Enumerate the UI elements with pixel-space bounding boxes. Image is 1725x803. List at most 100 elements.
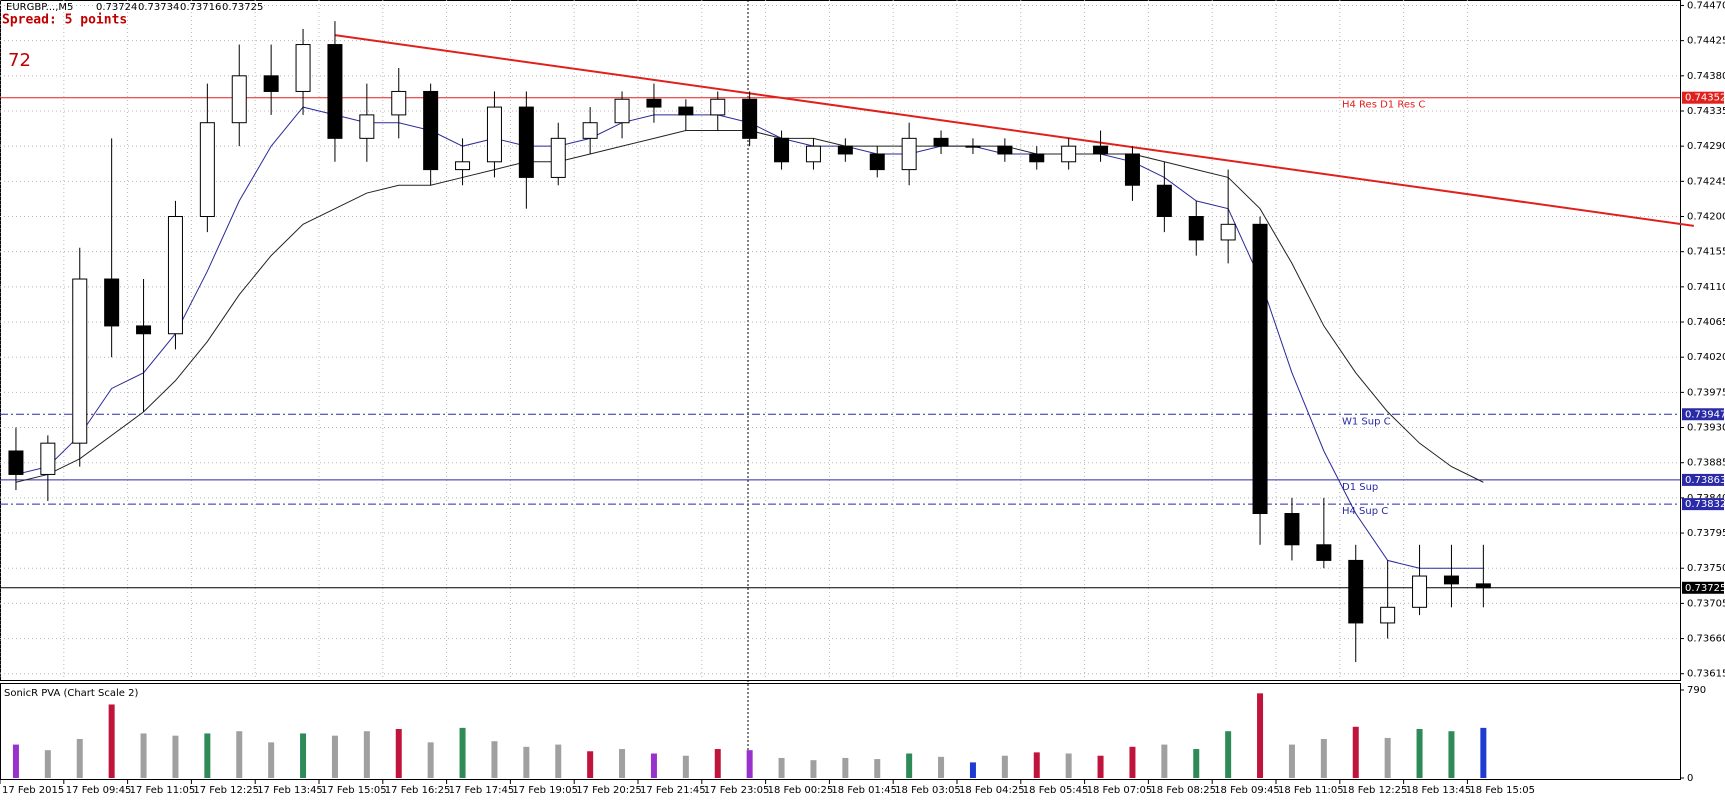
candle-body [455,161,471,171]
volume-bar [969,762,976,778]
x-tick-label: 18 Feb 05:45 [1023,785,1089,796]
x-tick-label: 18 Feb 13:45 [1406,785,1472,796]
x-tick-label: 17 Feb 19:05 [512,785,578,796]
candle-body [1188,216,1204,241]
candle-body [136,325,152,335]
volume-bar [842,757,849,778]
candle-body [1380,606,1396,624]
volume-bar [778,757,785,778]
candle-body [614,98,630,124]
volume-bar [1448,731,1455,778]
x-tick-label: 17 Feb 17:45 [449,785,515,796]
volume-bar [810,760,817,778]
candle-body [837,145,853,155]
volume-bar [1225,731,1232,778]
y-tick-label: 0.74335 [1687,106,1725,117]
y-tick-label: 0.73750 [1687,563,1725,574]
volume-bar [395,728,402,778]
y-tick-label: 0.74200 [1687,212,1725,223]
level-tag-label: 0.73832 [1685,499,1725,510]
level-tag [1682,473,1724,486]
y-tick-label: 0.74290 [1687,141,1725,152]
volume-bar [1097,755,1104,778]
candle-body [1252,223,1268,515]
volume-bar [140,733,147,778]
candle-body [1443,575,1459,585]
candle-body [933,137,949,147]
volume-bar [587,751,594,778]
candle-body [646,98,662,108]
volume-bar [76,739,83,778]
volume-bar [108,704,115,778]
level-tag [1682,498,1724,511]
y-tick-label: 0.74155 [1687,247,1725,258]
volume-bar [1193,749,1200,778]
y-tick-label: 0.74245 [1687,176,1725,187]
candle-body [1061,145,1077,163]
volume-bar [491,741,498,778]
candle-body [869,153,885,171]
quote: 0.73725 [222,2,263,13]
candle-body [199,122,215,218]
volume-bar [1416,728,1423,778]
level-tag [1682,91,1724,104]
volume-bar [555,744,562,778]
level-tag-label: 0.73725 [1685,583,1725,594]
level-tag-label: 0.74352 [1685,93,1725,104]
candle-body [742,98,758,139]
volume-bar [363,731,370,778]
y-tick-label: 0.73885 [1687,458,1725,469]
volume-bar [268,742,275,778]
y-tick-label: 0.74470 [1687,0,1725,11]
candle-body [1316,544,1332,561]
volume-bar [1065,753,1072,778]
volume-bar [650,753,657,778]
volume-bar [1288,744,1295,778]
symbol: EURGBP...,M5 [6,2,73,13]
volume-bar [523,746,530,778]
y-tick-label: 0.73705 [1687,598,1725,609]
y-tick-label: 0.74425 [1687,36,1725,47]
volume-bar [1033,752,1040,778]
candle-body [1029,153,1045,163]
level-tag-label: 0.73863 [1685,475,1725,486]
volume-bar [746,750,753,778]
level-tag-label: 0.73947 [1685,409,1725,420]
trendline [334,34,1695,227]
candle-body [8,450,24,475]
candle-body [391,90,407,116]
candle-body [901,137,917,171]
volume-bar [1001,755,1008,778]
volume-bar [172,735,179,778]
candle-body [1284,513,1300,546]
volume-bar [1161,744,1168,778]
x-tick-label: 18 Feb 12:25 [1342,785,1408,796]
candle-body [327,44,343,139]
candle-body [1412,575,1428,608]
candle-body [1475,583,1491,589]
quote: 0.73734 [138,2,179,13]
candle-body [710,98,726,116]
volume-bar [714,749,721,778]
candle-body [40,442,56,475]
x-tick-label: 18 Feb 15:05 [1469,785,1535,796]
candle-body [295,44,311,92]
x-tick-label: 18 Feb 04:25 [959,785,1025,796]
x-tick-label: 17 Feb 20:25 [576,785,642,796]
volume-bar [1129,746,1136,778]
volume-tick-label: 790 [1687,685,1706,696]
level-label: W1 Sup C [1342,416,1391,427]
candle-body [263,75,279,92]
y-tick-label: 0.73615 [1687,669,1725,680]
volume-bar [1257,693,1264,778]
candle-body [518,106,534,178]
x-tick-label: 17 Feb 21:45 [640,785,706,796]
x-tick-label: 18 Feb 09:45 [1214,785,1280,796]
x-tick-label: 18 Feb 00:25 [768,785,834,796]
spread: Spread: 5 points [2,13,127,28]
x-tick-label: 17 Feb 15:05 [321,785,387,796]
volume-bar [331,735,338,778]
candle-body [965,145,981,148]
level-label: H4 Res D1 Res C [1342,100,1425,111]
